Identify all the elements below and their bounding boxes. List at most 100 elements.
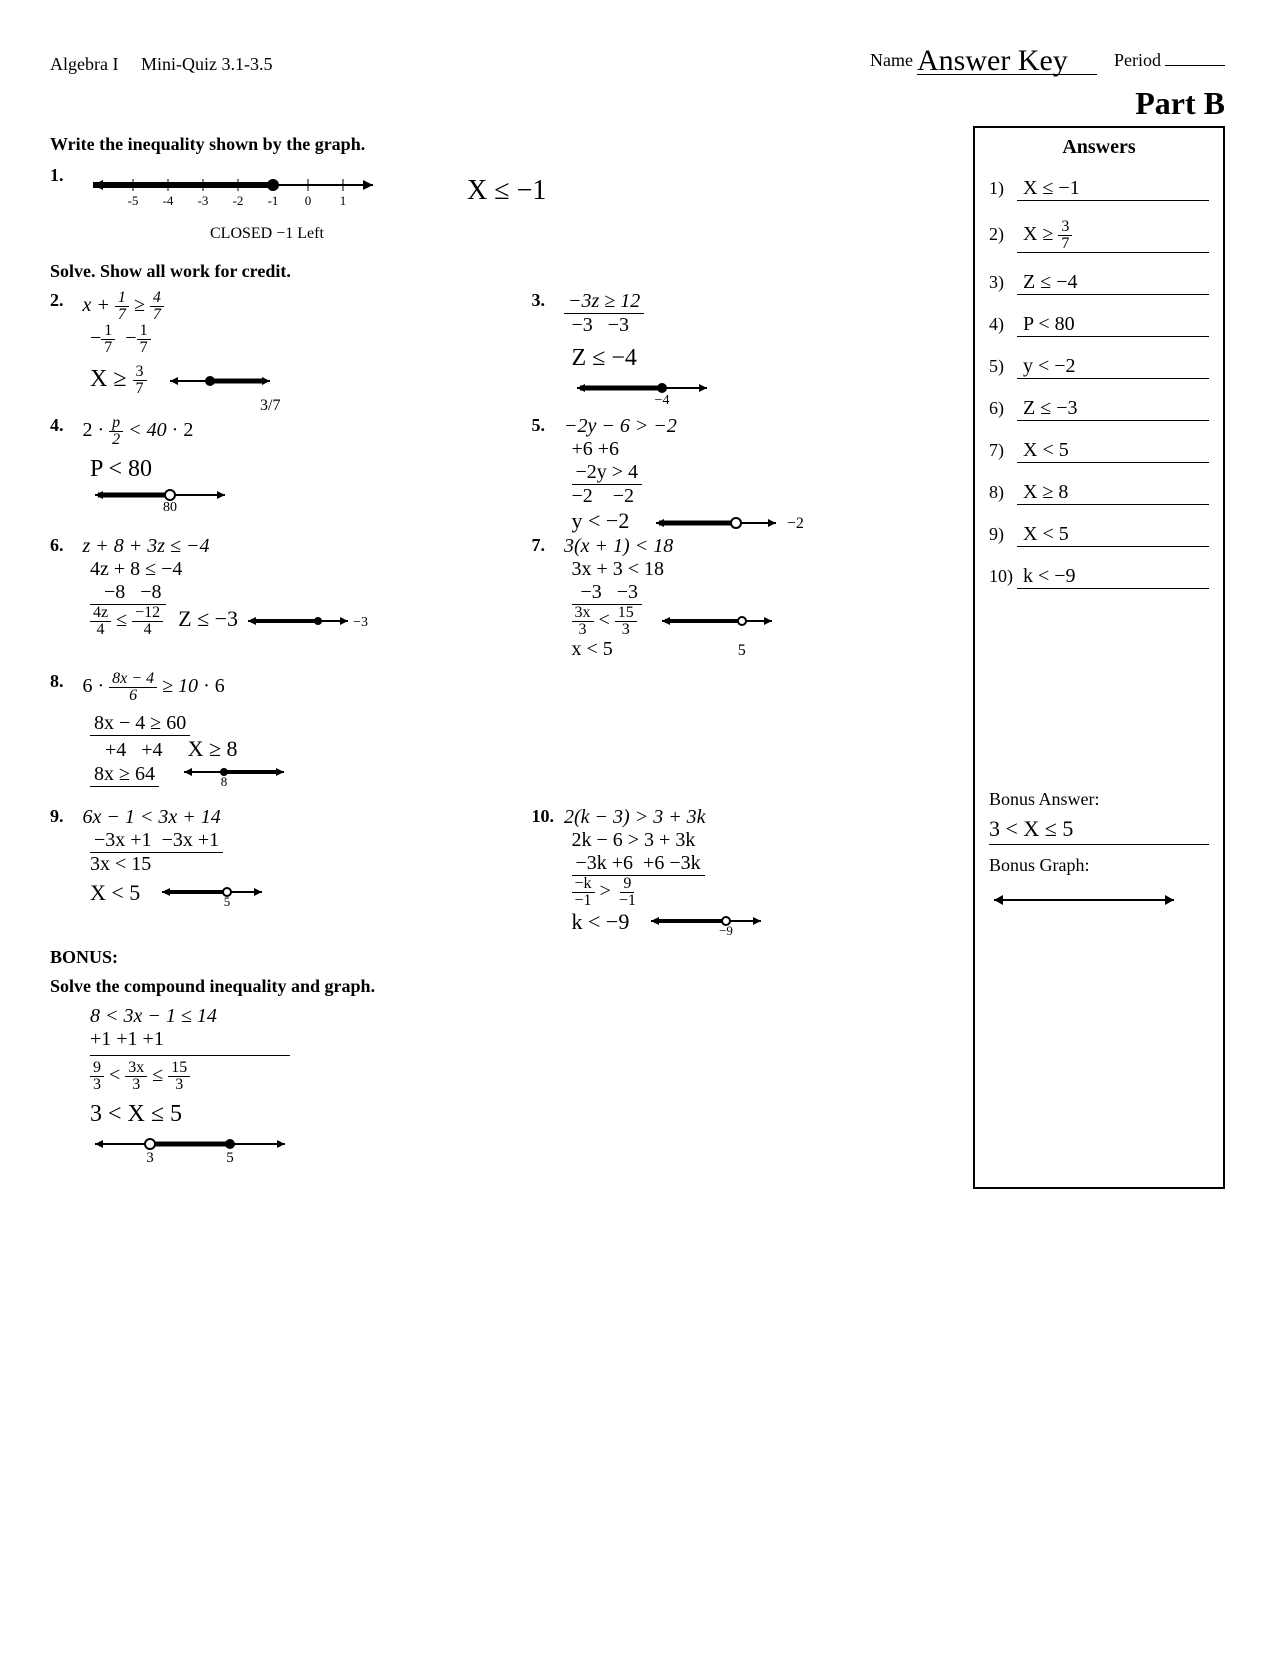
- p9-graph: 5: [157, 882, 267, 908]
- bonus-graph-label: Bonus Graph:: [989, 855, 1209, 876]
- answer-value: X ≤ −1: [1017, 177, 1209, 201]
- problem-7: 7. 3(x + 1) < 18 3x + 3 < 18 −3 −3 3x3 <…: [532, 535, 954, 661]
- header-left: Algebra I Mini-Quiz 3.1-3.5: [50, 54, 272, 75]
- p1-answer: X ≤ −1: [467, 175, 546, 206]
- answer-value: X < 5: [1017, 523, 1209, 547]
- period-label: Period: [1114, 50, 1161, 71]
- p2-graph-label: 3/7: [260, 397, 472, 415]
- answer-value: k < −9: [1017, 565, 1209, 589]
- answer-num: 9): [989, 524, 1017, 545]
- main: Write the inequality shown by the graph.…: [50, 126, 1225, 1189]
- name-field: Answer Key: [917, 40, 1097, 75]
- row-2-3: 2. x + 17 ≥ 47 −17 −17 X ≥ 37 3/7 3. −3z…: [50, 290, 953, 415]
- svg-text:80: 80: [163, 500, 177, 513]
- row-9-10: 9. 6x − 1 < 3x + 14 −3x +1 −3x +1 3x < 1…: [50, 806, 953, 937]
- p10-graph: −9: [646, 911, 766, 937]
- answer-row: 7)X < 5: [989, 439, 1209, 463]
- course: Algebra I: [50, 54, 118, 74]
- problem-2: 2. x + 17 ≥ 47 −17 −17 X ≥ 37 3/7: [50, 290, 472, 415]
- svg-text:-3: -3: [197, 193, 208, 208]
- name-label: Name: [870, 50, 913, 71]
- svg-text:1: 1: [339, 193, 346, 208]
- bonus-answer-label: Bonus Answer:: [989, 789, 1209, 810]
- answer-row: 5)y < −2: [989, 355, 1209, 379]
- answer-row: 9)X < 5: [989, 523, 1209, 547]
- answer-num: 2): [989, 224, 1017, 245]
- answer-value: y < −2: [1017, 355, 1209, 379]
- problem-10: 10. 2(k − 3) > 3 + 3k 2k − 6 > 3 + 3k −3…: [532, 806, 954, 937]
- bonus-s1: +1 +1 +1: [90, 1028, 953, 1051]
- bonus-instruction: Solve the compound inequality and graph.: [50, 976, 953, 997]
- svg-text:−9: −9: [719, 923, 733, 937]
- svg-text:-4: -4: [162, 193, 173, 208]
- p1-note: CLOSED −1 Left: [210, 225, 953, 243]
- svg-text:3: 3: [146, 1150, 154, 1166]
- svg-text:-5: -5: [127, 193, 138, 208]
- answer-row: 4)P < 80: [989, 313, 1209, 337]
- p4-result: P < 80: [90, 456, 472, 483]
- svg-text:-1: -1: [267, 193, 278, 208]
- svg-text:8: 8: [221, 774, 228, 788]
- instruction-graph: Write the inequality shown by the graph.: [50, 134, 953, 155]
- part-label: Part B: [50, 85, 1225, 122]
- p5-step1: +6 +6: [572, 438, 954, 461]
- answer-num: 6): [989, 398, 1017, 419]
- p5-graph: [651, 511, 781, 535]
- answer-num: 4): [989, 314, 1017, 335]
- p6-s1: 4z + 8 ≤ −4: [90, 558, 472, 581]
- p9-s2: 3x < 15: [90, 853, 472, 876]
- bonus-graph: 3 5: [90, 1132, 290, 1166]
- answer-num: 7): [989, 440, 1017, 461]
- answer-value: X < 5: [1017, 439, 1209, 463]
- answer-row: 2)X ≥ 37: [989, 219, 1209, 253]
- svg-text:−4: −4: [654, 393, 669, 406]
- row-4-5: 4. 2 · p2 < 40 · 2 P < 80 80 5. −2y − 6 …: [50, 415, 953, 535]
- header-right: Name Answer Key Period: [870, 40, 1225, 75]
- answer-value: Z ≤ −4: [1017, 271, 1209, 295]
- answer-num: 1): [989, 178, 1017, 199]
- answer-row: 3)Z ≤ −4: [989, 271, 1209, 295]
- answer-row: 6)Z ≤ −3: [989, 397, 1209, 421]
- p8-graph: 8: [179, 762, 289, 788]
- row-6-7: 6. z + 8 + 3z ≤ −4 4z + 8 ≤ −4 −8 −8 4z4…: [50, 535, 953, 661]
- answer-num: 8): [989, 482, 1017, 503]
- p3-graph: −4: [572, 376, 712, 406]
- bonus-answer-value: 3 < X ≤ 5: [989, 816, 1209, 845]
- p7-s1: 3x + 3 < 18: [572, 558, 954, 581]
- p2-graph: [165, 369, 275, 393]
- p10-s1: 2k − 6 > 3 + 3k: [572, 829, 954, 852]
- problem-3: 3. −3z ≥ 12 −3 −3 Z ≤ −4 −4: [532, 290, 954, 415]
- p7-graph: [657, 611, 777, 631]
- problem-8: 8. 6 · 8x − 46 ≥ 10 · 6 8x − 4 ≥ 60 +4 +…: [50, 671, 953, 788]
- answer-value: X ≥ 37: [1017, 219, 1209, 253]
- number-line-1: -5 -4 -3 -2 -1 0 1: [83, 165, 383, 225]
- svg-text:5: 5: [226, 1150, 234, 1166]
- problem-4: 4. 2 · p2 < 40 · 2 P < 80 80: [50, 415, 472, 535]
- p6-graph: [243, 611, 353, 631]
- name-value: Answer Key: [917, 44, 1068, 77]
- problem-9: 9. 6x − 1 < 3x + 14 −3x +1 −3x +1 3x < 1…: [50, 806, 472, 937]
- p3-result: Z ≤ −4: [572, 345, 954, 372]
- worksheet: Write the inequality shown by the graph.…: [50, 126, 953, 1189]
- svg-text:0: 0: [304, 193, 311, 208]
- bonus-given: 8 < 3x − 1 ≤ 14: [90, 1005, 953, 1028]
- svg-text:-2: -2: [232, 193, 243, 208]
- answer-num: 3): [989, 272, 1017, 293]
- answer-row: 8)X ≥ 8: [989, 481, 1209, 505]
- svg-text:5: 5: [224, 894, 231, 908]
- answer-value: Z ≤ −3: [1017, 397, 1209, 421]
- answers-title: Answers: [989, 136, 1209, 159]
- answer-num: 5): [989, 356, 1017, 377]
- problem-1: 1. -5 -4 -3 -2 -1 0 1 X ≤ −1 CLOSED −1 L…: [50, 165, 953, 243]
- answers-list: 1)X ≤ −12)X ≥ 373)Z ≤ −44)P < 805)y < −2…: [989, 177, 1209, 589]
- answer-value: X ≥ 8: [1017, 481, 1209, 505]
- p4-graph: 80: [90, 483, 230, 513]
- answers-box: Answers 1)X ≤ −12)X ≥ 373)Z ≤ −44)P < 80…: [973, 126, 1225, 1189]
- answer-value: P < 80: [1017, 313, 1209, 337]
- bonus-graph-arrow: [989, 890, 1179, 910]
- answer-num: 10): [989, 566, 1017, 587]
- header: Algebra I Mini-Quiz 3.1-3.5 Name Answer …: [50, 40, 1225, 75]
- p1-num: 1.: [50, 165, 78, 186]
- instruction-solve: Solve. Show all work for credit.: [50, 261, 953, 282]
- period-field: [1165, 65, 1225, 66]
